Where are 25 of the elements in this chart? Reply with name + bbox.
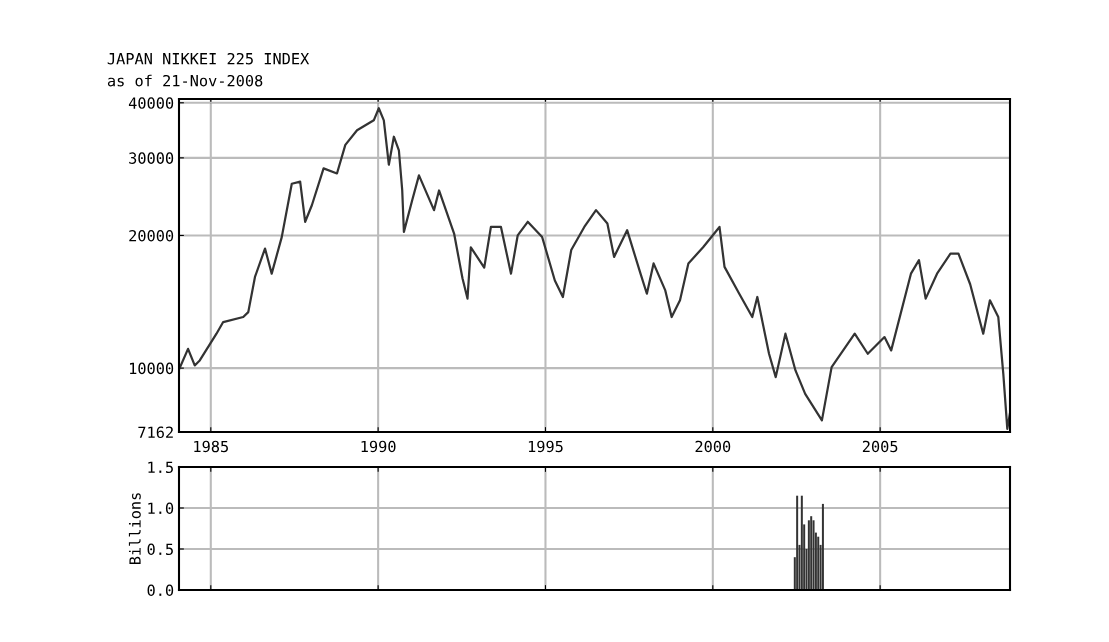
- chart-subtitle: as of 21-Nov-2008: [107, 74, 263, 87]
- line-series: [179, 107, 1010, 430]
- bar: [796, 495, 799, 590]
- y-tick-label: 1.0: [148, 502, 174, 515]
- y-tick-label: 10000: [129, 362, 174, 375]
- y-tick-label: 30000: [129, 152, 174, 164]
- chart-title: JAPAN NIKKEI 225 INDEX: [107, 52, 310, 65]
- x-tick-label: 1990: [361, 440, 396, 453]
- y-tick-label: 0.5: [147, 543, 173, 556]
- bar: [807, 520, 810, 590]
- x-tick-label: 1985: [194, 440, 228, 453]
- y-tick-label: 7162: [138, 426, 173, 439]
- x-tick-label: 2000: [695, 440, 731, 453]
- bar: [817, 536, 820, 590]
- y-tick-label: 1.5: [148, 461, 173, 474]
- bar: [821, 503, 824, 590]
- bar: [812, 520, 815, 590]
- y-tick-label: 40000: [128, 97, 174, 109]
- y-axis-title: Billions: [128, 493, 141, 565]
- bar: [810, 516, 813, 590]
- x-tick-label: 1995: [528, 440, 563, 453]
- x-tick-label: 2005: [862, 440, 898, 453]
- y-tick-label: 0.0: [147, 584, 174, 597]
- bar: [800, 495, 803, 590]
- y-tick-label: 20000: [129, 229, 174, 242]
